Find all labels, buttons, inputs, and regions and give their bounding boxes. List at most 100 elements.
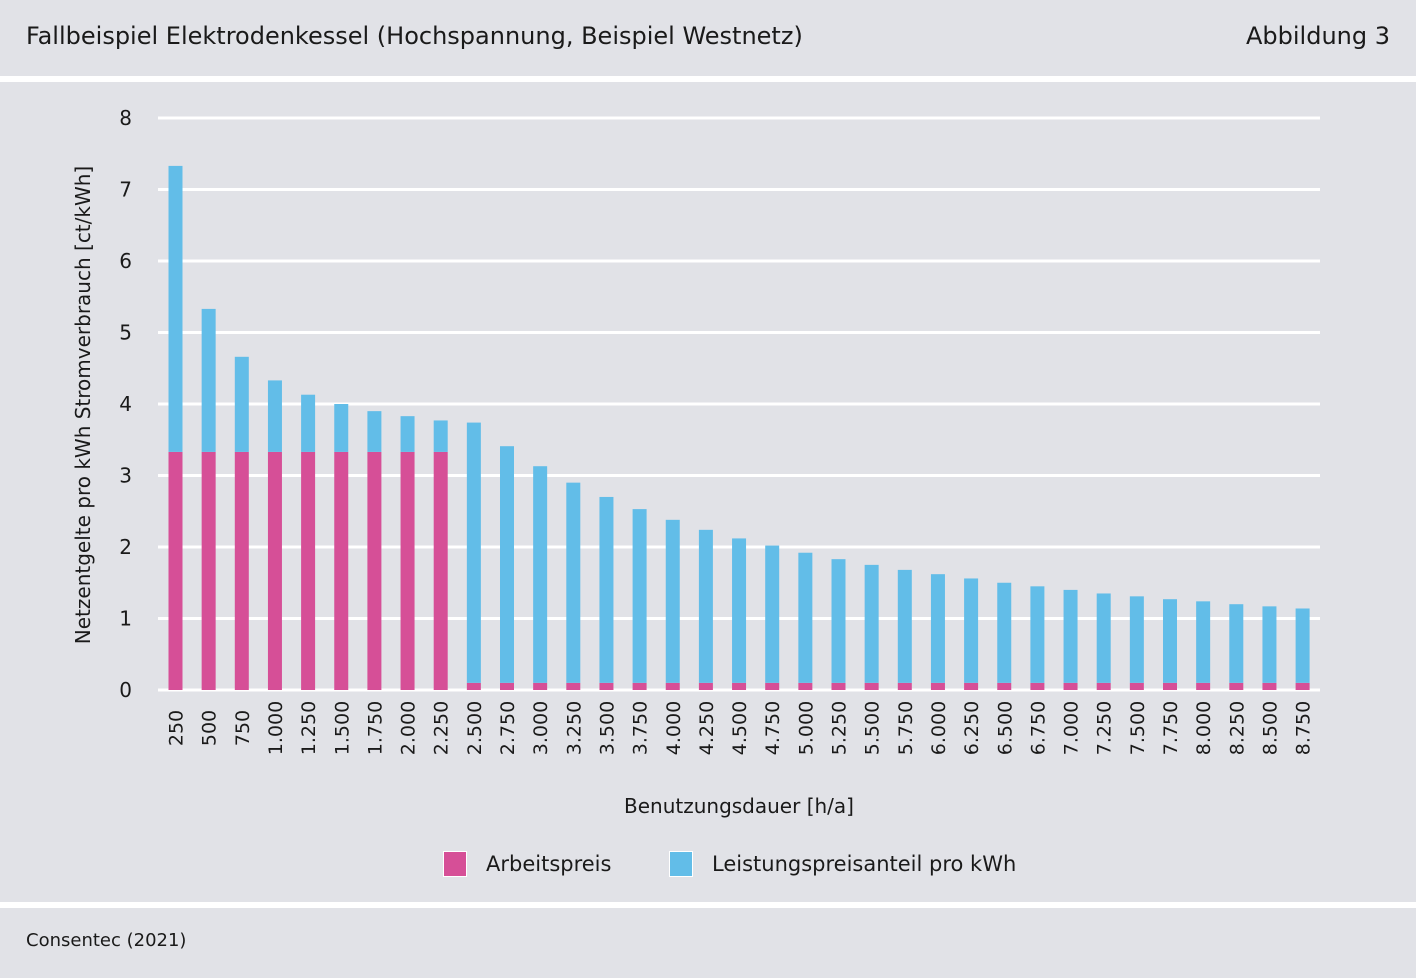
bar-segment-arbeitspreis <box>201 451 216 690</box>
bar-segment-leistungspreis <box>632 509 647 683</box>
bar-segment-leistungspreis <box>831 559 846 683</box>
bar-segment-arbeitspreis <box>698 682 713 690</box>
bar-segment-leistungspreis <box>1129 596 1144 683</box>
y-tick-label: 7 <box>119 178 132 202</box>
bar-segment-leistungspreis <box>897 569 912 683</box>
x-axis-label: Benutzungsdauer [h/a] <box>624 794 854 818</box>
bar-segment-leistungspreis <box>1030 586 1045 683</box>
bar-segment-leistungspreis <box>1096 593 1111 683</box>
y-tick-label: 1 <box>119 607 132 631</box>
x-tick-label: 2.500 <box>464 701 486 755</box>
bar-segment-arbeitspreis <box>1262 682 1277 690</box>
bar-segment-leistungspreis <box>466 422 481 683</box>
bar-segment-leistungspreis <box>1262 606 1277 683</box>
x-tick-label: 500 <box>199 710 221 746</box>
x-tick-label: 1.750 <box>364 701 386 755</box>
x-tick-label: 2.750 <box>497 701 519 755</box>
bar-segment-arbeitspreis <box>964 682 979 690</box>
bar-segment-leistungspreis <box>665 519 680 683</box>
bar-segment-leistungspreis <box>533 466 548 683</box>
bar-segment-leistungspreis <box>1229 604 1244 683</box>
bar-segment-arbeitspreis <box>1096 682 1111 690</box>
bar-segment-arbeitspreis <box>1295 682 1310 690</box>
bar-segment-leistungspreis <box>732 538 747 683</box>
bar-segment-leistungspreis <box>1196 601 1211 683</box>
chart-title: Fallbeispiel Elektrodenkessel (Hochspann… <box>26 22 803 50</box>
bar-segment-arbeitspreis <box>234 451 249 690</box>
bar-segment-leistungspreis <box>930 574 945 683</box>
x-tick-label: 2.250 <box>431 701 453 755</box>
bar-segment-arbeitspreis <box>301 451 316 690</box>
x-tick-label: 8.750 <box>1293 701 1315 755</box>
x-tick-label: 7.250 <box>1094 701 1116 755</box>
x-tick-label: 1.250 <box>298 701 320 755</box>
bar-segment-arbeitspreis <box>1163 682 1177 690</box>
x-tick-label: 7.500 <box>1127 701 1149 755</box>
bar-segment-arbeitspreis <box>997 682 1012 690</box>
bar-segment-leistungspreis <box>698 529 713 683</box>
x-tick-label: 6.500 <box>994 701 1016 755</box>
chart-svg: 0 1 2 3 4 5 6 7 8 250 500 750 1.000 1.250 1.500 1.750 2.… <box>71 106 1320 818</box>
bar-segment-arbeitspreis <box>433 451 448 690</box>
x-tick-label: 3.000 <box>530 701 552 755</box>
bar-segment-arbeitspreis <box>765 682 780 690</box>
x-tick-label: 4.750 <box>762 701 784 755</box>
legend-label-leistungspreis: Leistungspreisanteil pro kWh <box>712 852 1017 876</box>
bar-segment-arbeitspreis <box>466 682 481 690</box>
bar-segment-leistungspreis <box>566 482 581 683</box>
bar-segment-leistungspreis <box>367 411 382 452</box>
x-tick-label: 1.500 <box>331 701 353 755</box>
bar-segment-arbeitspreis <box>864 682 879 690</box>
bar-segment-arbeitspreis <box>566 682 581 690</box>
x-tick-label: 3.750 <box>630 701 652 755</box>
x-tick-label: 5.750 <box>895 701 917 755</box>
x-tick-label: 3.250 <box>563 701 585 755</box>
x-tick-label: 5.000 <box>795 701 817 755</box>
legend-label-arbeitspreis: Arbeitspreis <box>486 852 612 876</box>
bar-segment-leistungspreis <box>201 308 216 452</box>
chart-panel: 0 1 2 3 4 5 6 7 8 250 500 750 1.000 1.250 1.500 1.750 2.… <box>0 82 1416 902</box>
y-tick-label: 3 <box>119 464 132 488</box>
bar-segment-arbeitspreis <box>665 682 680 690</box>
y-tick-label: 0 <box>119 678 132 702</box>
bar-segment-arbeitspreis <box>400 451 415 690</box>
bar-segment-arbeitspreis <box>897 682 912 690</box>
x-tick-label: 1.000 <box>265 701 287 755</box>
source-note: Consentec (2021) <box>26 930 187 951</box>
bar-segment-arbeitspreis <box>831 682 846 690</box>
legend-swatch-arbeitspreis <box>443 851 467 877</box>
bar-segment-arbeitspreis <box>632 682 647 690</box>
footer-bar: Consentec (2021) <box>0 908 1416 978</box>
bar-segment-leistungspreis <box>334 404 349 452</box>
bar-segment-leistungspreis <box>168 165 183 452</box>
legend-swatch-leistungspreis <box>669 851 693 877</box>
x-tick-label: 7.000 <box>1061 701 1083 755</box>
legend-item-arbeitspreis: Arbeitspreis <box>443 850 611 878</box>
bar-segment-arbeitspreis <box>168 451 183 690</box>
bar-segment-leistungspreis <box>500 446 514 683</box>
x-tick-label: 3.500 <box>596 701 618 755</box>
bar-segment-leistungspreis <box>1063 589 1078 683</box>
bar-segment-leistungspreis <box>599 496 614 683</box>
bar-segment-arbeitspreis <box>599 682 614 690</box>
bar-segment-arbeitspreis <box>267 451 282 690</box>
bar-segment-arbeitspreis <box>732 682 747 690</box>
bar-segment-arbeitspreis <box>334 451 349 690</box>
bar-segment-arbeitspreis <box>1063 682 1078 690</box>
x-tick-label: 5.500 <box>862 701 884 755</box>
bar-segment-arbeitspreis <box>1196 682 1211 690</box>
x-tick-label: 750 <box>232 710 254 746</box>
bar-segment-leistungspreis <box>234 356 249 452</box>
bar-segment-leistungspreis <box>864 564 879 683</box>
x-tick-label: 4.500 <box>729 701 751 755</box>
x-tick-label: 6.000 <box>928 701 950 755</box>
bar-segment-arbeitspreis <box>930 682 945 690</box>
bar-segment-leistungspreis <box>1163 599 1177 683</box>
legend-item-leistungspreis: Leistungspreisanteil pro kWh <box>669 850 1016 878</box>
x-tick-label: 5.250 <box>829 701 851 755</box>
bar-segment-arbeitspreis <box>1129 682 1144 690</box>
x-tick-label: 8.000 <box>1193 701 1215 755</box>
x-tick-label: 4.000 <box>663 701 685 755</box>
x-tick-label: 8.500 <box>1259 701 1281 755</box>
x-tick-label: 4.250 <box>696 701 718 755</box>
